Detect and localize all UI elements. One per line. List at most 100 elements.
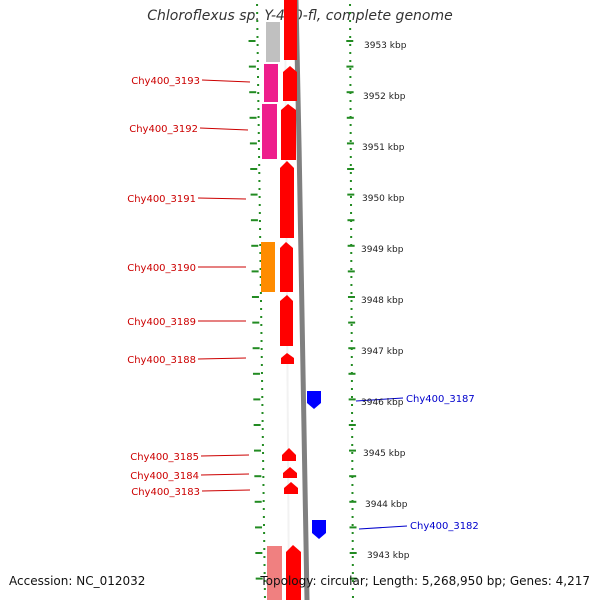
ring-dot bbox=[350, 300, 353, 302]
ring-dot bbox=[257, 84, 260, 86]
ring-dot bbox=[351, 572, 354, 574]
ring-dot bbox=[351, 548, 354, 550]
ring-dot bbox=[258, 164, 261, 166]
tick-mark bbox=[349, 577, 357, 580]
ring-dot bbox=[349, 28, 352, 30]
ring-dot bbox=[350, 292, 353, 294]
ring-dot bbox=[261, 420, 264, 422]
scale-label: 3947 kbp bbox=[361, 347, 404, 357]
ring-dot bbox=[351, 532, 354, 534]
ring-dot bbox=[349, 132, 352, 134]
gene-label[interactable]: Chy400_3191 bbox=[127, 194, 196, 205]
ring-dot bbox=[351, 588, 354, 590]
tick-mark bbox=[254, 500, 262, 503]
tick-mark bbox=[348, 398, 356, 401]
gene-label[interactable]: Chy400_3188 bbox=[127, 355, 196, 366]
ring-dot bbox=[349, 164, 352, 166]
ring-dot bbox=[349, 20, 352, 22]
tick-mark bbox=[250, 219, 258, 222]
ring-dot bbox=[351, 540, 354, 542]
gene-arrow-Chy400_3183 bbox=[284, 482, 298, 494]
gene-label[interactable]: Chy400_3185 bbox=[130, 452, 199, 463]
gene-label[interactable]: Chy400_3187 bbox=[406, 394, 475, 405]
ring-dot bbox=[350, 340, 353, 342]
gene-label[interactable]: Chy400_3190 bbox=[127, 263, 196, 274]
ring-dot bbox=[258, 188, 261, 190]
gene-label[interactable]: Chy400_3184 bbox=[130, 471, 199, 482]
ring-dot bbox=[350, 388, 353, 390]
ring-dot bbox=[258, 180, 261, 182]
tick-mark bbox=[346, 91, 354, 94]
ring-dot bbox=[351, 412, 354, 414]
tick-mark bbox=[346, 65, 354, 68]
ring-dot bbox=[258, 204, 261, 206]
ring-dot bbox=[350, 212, 353, 214]
tick-mark bbox=[253, 449, 261, 452]
ring-dot bbox=[349, 100, 352, 102]
tick-mark bbox=[253, 398, 261, 401]
ring-dot bbox=[260, 300, 262, 302]
scale-label: 3952 kbp bbox=[363, 92, 406, 102]
tick-mark bbox=[250, 168, 258, 170]
ring-dot bbox=[258, 220, 261, 222]
feature-pink-block bbox=[264, 64, 278, 102]
ring-dot bbox=[350, 228, 353, 230]
ring-dot bbox=[260, 308, 263, 310]
gene-label[interactable]: Chy400_3192 bbox=[129, 124, 198, 135]
ring-dot bbox=[257, 108, 260, 110]
ring-dot bbox=[258, 156, 261, 158]
ring-dot bbox=[263, 588, 266, 590]
ring-dot bbox=[349, 68, 352, 70]
ring-dot bbox=[259, 244, 262, 246]
ring-dot bbox=[261, 388, 264, 390]
ring-dot bbox=[351, 492, 354, 494]
gene-arrow-Chy400_3189 bbox=[280, 295, 293, 346]
ring-dot bbox=[350, 276, 353, 278]
ring-dot bbox=[351, 460, 354, 462]
ring-dot bbox=[350, 252, 353, 254]
ring-dot bbox=[256, 36, 259, 38]
scale-label: 3953 kbp bbox=[364, 41, 407, 51]
tick-mark bbox=[254, 475, 262, 478]
ring-dot bbox=[349, 76, 352, 78]
ring-dot bbox=[349, 52, 352, 54]
ring-dot bbox=[262, 460, 265, 462]
gene-arrow-Chy400_3192 bbox=[281, 104, 296, 160]
scale-label: 3948 kbp bbox=[361, 296, 404, 306]
ring-dot bbox=[259, 276, 262, 278]
ring-dot bbox=[258, 172, 261, 174]
ring-dot bbox=[349, 84, 352, 86]
tick-mark bbox=[255, 526, 263, 529]
gene-label[interactable]: Chy400_3182 bbox=[410, 521, 479, 532]
scale-label: 3945 kbp bbox=[363, 449, 406, 459]
gene-arrow-minus bbox=[286, 545, 301, 600]
ring-dot bbox=[256, 44, 259, 46]
ring-dot bbox=[263, 556, 266, 558]
scale-label: 3944 kbp bbox=[365, 500, 408, 510]
tick-mark bbox=[255, 577, 263, 580]
ring-dot bbox=[263, 596, 266, 598]
tick-mark bbox=[251, 244, 259, 247]
ring-dot bbox=[349, 60, 352, 62]
tick-mark bbox=[349, 500, 357, 503]
ring-dot bbox=[351, 452, 354, 454]
gene-labels: Chy400_3193 Chy400_3192 Chy400_3191 Chy400_… bbox=[127, 76, 479, 532]
ring-dot bbox=[350, 380, 353, 382]
ring-dot bbox=[259, 260, 262, 262]
tick-mark bbox=[348, 372, 356, 375]
feature-salmon-block bbox=[267, 546, 282, 600]
ring-dot bbox=[260, 340, 263, 342]
tick-mark bbox=[251, 296, 259, 298]
label-callouts bbox=[197, 79, 408, 530]
gene-label[interactable]: Chy400_3189 bbox=[127, 317, 196, 328]
gene-label[interactable]: Chy400_3183 bbox=[131, 487, 200, 498]
tick-mark bbox=[346, 116, 354, 119]
gene-arrow-Chy400_3193 bbox=[283, 66, 297, 101]
ring-dot bbox=[259, 284, 262, 286]
ring-dot bbox=[263, 548, 266, 550]
tick-mark bbox=[346, 142, 354, 145]
ring-dot bbox=[256, 68, 259, 70]
feature-orange-block bbox=[261, 242, 275, 292]
ring-dot bbox=[351, 444, 354, 446]
gene-label[interactable]: Chy400_3193 bbox=[131, 76, 200, 87]
